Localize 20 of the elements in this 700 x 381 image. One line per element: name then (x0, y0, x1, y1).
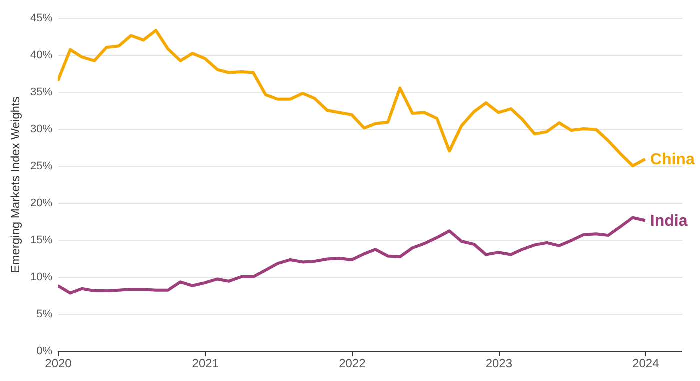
x-tick-label: 2022 (339, 356, 366, 370)
y-axis-title: Emerging Markets Index Weights (8, 96, 22, 274)
y-tick-label: 25% (30, 160, 53, 172)
y-tick-label: 45% (30, 12, 53, 24)
y-tick-label: 15% (30, 234, 53, 246)
y-tick-label: 20% (30, 198, 53, 210)
y-tick-label: 0% (36, 346, 53, 358)
line-series (58, 29, 647, 168)
y-tick-label: 30% (30, 124, 53, 136)
line-series (58, 216, 647, 295)
series-label: India (650, 212, 688, 230)
x-tick-label: 2024 (632, 356, 660, 370)
x-tick-label: 2020 (45, 356, 72, 370)
y-tick-label: 5% (36, 308, 53, 320)
series-label: China (650, 151, 695, 168)
y-tick-label: 40% (30, 50, 53, 62)
x-tick-label: 2023 (486, 356, 513, 370)
x-tick-label: 2021 (192, 356, 220, 370)
y-tick-label: 10% (30, 272, 53, 284)
y-tick-label: 35% (30, 86, 53, 98)
